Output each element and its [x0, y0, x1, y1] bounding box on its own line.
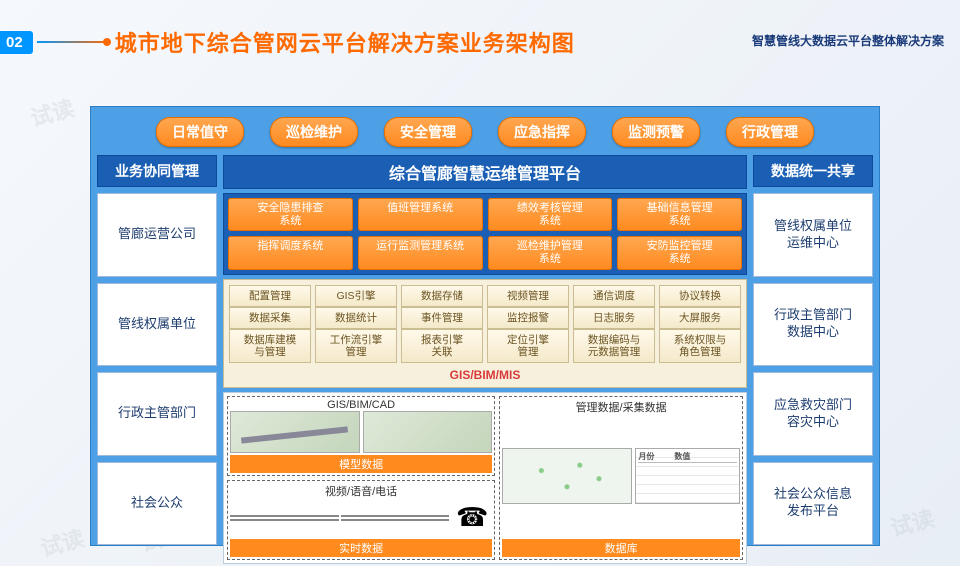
bottom-data-panels: GIS/BIM/CAD 模型数据 管理数据/采集数据 月份数值	[223, 392, 747, 564]
top-tab: 巡检维护	[270, 117, 358, 147]
service-box: 数据库建模与管理	[229, 329, 311, 363]
panel-footer: 实时数据	[230, 539, 492, 557]
service-box: 日志服务	[573, 307, 655, 329]
center-heading: 综合管廊智慧运维管理平台	[223, 155, 747, 189]
top-tab: 应急指挥	[498, 117, 586, 147]
watermark: 试读	[27, 91, 78, 133]
left-column: 业务协同管理 管廊运营公司 管线权属单位 行政主管部门 社会公众	[97, 155, 217, 545]
service-box: 通信调度	[573, 285, 655, 307]
system-box: 安全隐患排查系统	[228, 198, 353, 231]
left-box: 管线权属单位	[97, 283, 217, 367]
right-heading: 数据统一共享	[753, 155, 873, 187]
panel-footer: 模型数据	[230, 455, 492, 473]
service-box: 配置管理	[229, 285, 311, 307]
service-box: 系统权限与角色管理	[659, 329, 741, 363]
panel-mgmt-data: 管理数据/采集数据 月份数值 数据库	[499, 396, 743, 560]
right-box: 行政主管部门数据中心	[753, 283, 873, 367]
top-tab: 安全管理	[384, 117, 472, 147]
right-box: 管线权属单位运维中心	[753, 193, 873, 277]
thumb-model	[363, 411, 493, 453]
panel-title: 管理数据/采集数据	[502, 399, 740, 415]
orange-systems-grid: 安全隐患排查系统值班管理系统绩效考核管理系统基础信息管理系统指挥调度系统运行监测…	[223, 193, 747, 275]
gis-label: GIS/BIM/MIS	[229, 368, 741, 382]
panel-title: GIS/BIM/CAD	[230, 399, 492, 411]
video-grid	[230, 515, 449, 521]
service-box: 监控报警	[487, 307, 569, 329]
service-box: 数据统计	[315, 307, 397, 329]
service-box: GIS引擎	[315, 285, 397, 307]
system-box: 巡检维护管理系统	[488, 236, 613, 269]
top-tabs: 日常值守巡检维护安全管理应急指挥监测预警行政管理	[97, 117, 873, 147]
service-box: 工作流引擎管理	[315, 329, 397, 363]
left-box: 管廊运营公司	[97, 193, 217, 277]
top-tab: 日常值守	[156, 117, 244, 147]
right-box: 应急救灾部门容灾中心	[753, 372, 873, 456]
system-box: 运行监测管理系统	[358, 236, 483, 269]
left-heading: 业务协同管理	[97, 155, 217, 187]
panel-title: 视频/语音/电话	[230, 483, 492, 499]
top-tab: 行政管理	[726, 117, 814, 147]
system-box: 指挥调度系统	[228, 236, 353, 269]
thumb-table: 月份数值	[635, 448, 740, 504]
left-box: 社会公众	[97, 462, 217, 546]
thumb-map	[502, 448, 632, 504]
service-box: 视频管理	[487, 285, 569, 307]
service-box: 定位引擎管理	[487, 329, 569, 363]
thumb-model	[230, 411, 360, 453]
system-box: 基础信息管理系统	[617, 198, 742, 231]
system-box: 安防监控管理系统	[617, 236, 742, 269]
service-box: 事件管理	[401, 307, 483, 329]
watermark: 试读	[37, 521, 88, 563]
service-box: 数据存储	[401, 285, 483, 307]
page-title: 城市地下综合管网云平台解决方案业务架构图	[115, 26, 575, 58]
section-badge: 02	[0, 31, 33, 54]
service-box: 数据采集	[229, 307, 311, 329]
service-box: 协议转换	[659, 285, 741, 307]
left-box: 行政主管部门	[97, 372, 217, 456]
watermark: 试读	[887, 501, 938, 543]
center-column: 综合管廊智慧运维管理平台 安全隐患排查系统值班管理系统绩效考核管理系统基础信息管…	[223, 155, 747, 545]
panel-realtime: 视频/语音/电话 ☎ 实时数据	[227, 480, 495, 560]
title-divider	[37, 41, 107, 43]
system-box: 值班管理系统	[358, 198, 483, 231]
phone-icon: ☎	[452, 501, 492, 535]
doc-header: 智慧管线大数据云平台整体解决方案	[752, 32, 944, 49]
panel-footer: 数据库	[502, 539, 740, 557]
right-column: 数据统一共享 管线权属单位运维中心 行政主管部门数据中心 应急救灾部门容灾中心 …	[753, 155, 873, 545]
service-box: 数据编码与元数据管理	[573, 329, 655, 363]
panel-gis-bim-cad: GIS/BIM/CAD 模型数据	[227, 396, 495, 476]
service-box: 大屏服务	[659, 307, 741, 329]
top-tab: 监测预警	[612, 117, 700, 147]
service-box: 报表引擎关联	[401, 329, 483, 363]
architecture-diagram: 日常值守巡检维护安全管理应急指挥监测预警行政管理 业务协同管理 管廊运营公司 管…	[90, 106, 880, 546]
beige-services: 配置管理GIS引擎数据存储视频管理通信调度协议转换数据采集数据统计事件管理监控报…	[223, 279, 747, 388]
system-box: 绩效考核管理系统	[488, 198, 613, 231]
right-box: 社会公众信息发布平台	[753, 462, 873, 546]
